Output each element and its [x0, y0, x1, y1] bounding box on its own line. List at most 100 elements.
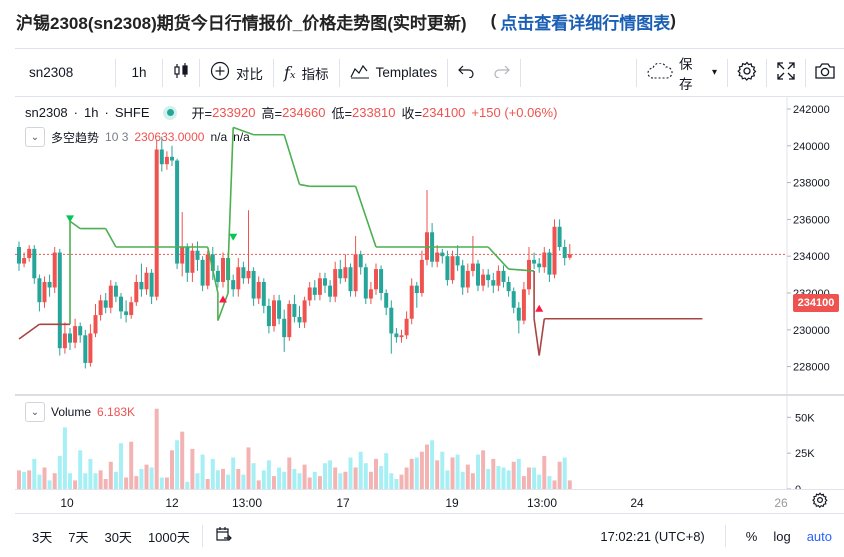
bottom-divider [201, 525, 203, 547]
percent-toggle[interactable]: % [745, 528, 758, 544]
function-icon: 𝑓ₓ [284, 63, 296, 82]
candle-body [562, 247, 567, 259]
candle-body [22, 258, 27, 264]
range-30d-button[interactable]: 30天 [104, 529, 132, 545]
legend-interval: 1h [84, 105, 99, 120]
candle-body [379, 269, 384, 293]
range-1000d-button[interactable]: 1000天 [147, 529, 190, 545]
candle-body [358, 254, 363, 268]
save-button[interactable]: 保存 ▾ [637, 49, 727, 97]
time-tick: 10 [60, 496, 74, 510]
market-status-icon[interactable] [163, 105, 178, 120]
candle-body [236, 267, 241, 290]
candle-body [567, 254, 572, 258]
volume-bar [17, 470, 21, 489]
paren-close: ) [670, 11, 676, 30]
volume-bar [527, 467, 531, 489]
open-value: 233920 [212, 105, 256, 120]
candle-body [399, 335, 404, 338]
volume-bar [42, 467, 47, 489]
volume-bar [419, 451, 424, 489]
volume-bar [353, 467, 358, 489]
log-toggle[interactable]: log [773, 528, 791, 544]
volume-bar [425, 444, 429, 489]
candle-body [27, 248, 32, 259]
volume-bar [476, 454, 480, 489]
candle-body [486, 274, 491, 281]
templates-button[interactable]: Templates [340, 49, 448, 97]
candle-body [154, 149, 159, 297]
chart-type-button[interactable] [163, 49, 199, 97]
candle-body [516, 307, 521, 321]
collapse-button[interactable]: ⌄ [25, 402, 45, 422]
goto-date-button[interactable] [207, 526, 241, 547]
trend-line-segment [206, 246, 219, 294]
time-axis[interactable]: 10 12 13:00 17 19 13:00 24 26 [15, 489, 844, 513]
scale-settings-button[interactable] [812, 492, 828, 513]
save-label: 保存 [679, 56, 693, 92]
fullscreen-button[interactable] [767, 49, 805, 97]
collapse-button[interactable]: ⌄ [25, 127, 45, 147]
candle-body [363, 267, 368, 299]
snapshot-button[interactable] [806, 49, 844, 97]
candle-body [144, 272, 149, 290]
candle-body [404, 318, 409, 336]
candle-body [42, 281, 47, 303]
candle-body [57, 252, 62, 349]
compare-button[interactable]: 对比 [200, 49, 273, 97]
volume-bar [404, 467, 409, 489]
candle-body [215, 270, 220, 282]
volume-bar [134, 476, 139, 489]
candle-body [292, 304, 297, 317]
detail-chart-link[interactable]: 点击查看详细行情图表 [500, 13, 671, 33]
candle-body [195, 250, 200, 260]
settings-button[interactable] [728, 49, 766, 97]
volume-bar [465, 464, 470, 489]
indicators-button[interactable]: 𝑓ₓ 指标 [274, 49, 339, 97]
chart-pane[interactable]: 2420002400002380002360002340002320002300… [15, 97, 844, 489]
volume-bar [562, 457, 567, 489]
compare-label: 对比 [236, 66, 263, 82]
candle-body [32, 248, 37, 279]
volume-bar [180, 431, 185, 489]
volume-bar [113, 471, 118, 489]
candle-body [338, 269, 343, 279]
bottom-divider [724, 525, 726, 547]
redo-button[interactable] [484, 49, 520, 97]
volume-bar [129, 441, 134, 489]
volume-bar [27, 470, 32, 489]
volume-bar [185, 481, 190, 489]
candle-body [419, 259, 424, 293]
range-3d-button[interactable]: 3天 [32, 529, 53, 545]
volume-bar [394, 478, 399, 489]
high-label: 高= [261, 106, 283, 121]
add-icon [210, 61, 230, 84]
price-chart[interactable]: 2420002400002380002360002340002320002300… [15, 97, 844, 489]
volume-bar [144, 464, 149, 489]
trend-line-segment [354, 186, 377, 248]
volume-bar [312, 471, 317, 489]
volume-bar [343, 471, 348, 489]
candle-body [139, 281, 144, 290]
volume-bar [470, 473, 475, 489]
volume-bar [389, 473, 394, 489]
volume-bar [430, 440, 435, 489]
volume-bar [231, 457, 236, 489]
volume-bar [195, 473, 200, 489]
range-7d-button[interactable]: 7天 [68, 529, 89, 545]
interval-button[interactable]: 1h [116, 49, 162, 97]
volume-bar [159, 477, 164, 489]
trend-line-segment [487, 246, 510, 270]
clock-time[interactable]: 17:02:21 (UTC+8) [600, 528, 705, 544]
candle-body [134, 281, 139, 303]
time-tick: 26 [774, 496, 788, 510]
auto-toggle[interactable]: auto [806, 528, 832, 544]
time-tick: 13:00 [231, 496, 263, 510]
candle-body [521, 289, 526, 321]
symbol-search-button[interactable]: sn2308 [15, 49, 115, 97]
undo-button[interactable] [448, 49, 484, 97]
candle-body [170, 156, 174, 161]
candle-body [185, 247, 190, 273]
volume-bar [78, 450, 83, 489]
buy-signal-marker [66, 215, 74, 223]
